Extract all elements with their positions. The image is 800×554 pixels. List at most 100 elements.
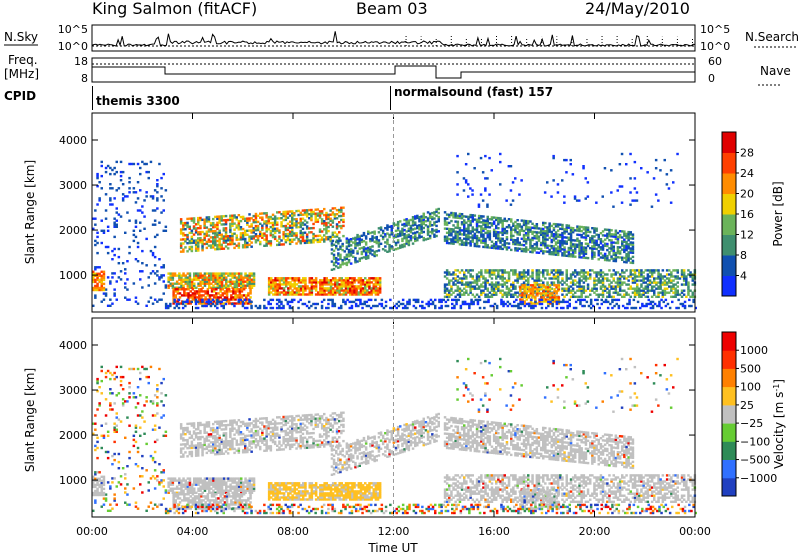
power-cell xyxy=(208,276,211,279)
power-cell xyxy=(663,158,666,162)
power-cell xyxy=(492,293,496,296)
power-cell xyxy=(631,281,635,284)
power-cell xyxy=(505,225,509,229)
power-cell xyxy=(484,223,487,226)
power-cell xyxy=(344,283,348,286)
power-cell xyxy=(237,222,241,225)
power-cell xyxy=(535,279,539,282)
power-cell xyxy=(682,283,686,286)
power-cell xyxy=(399,230,402,233)
power-cell xyxy=(335,239,339,242)
power-cell xyxy=(96,284,99,288)
power-cell xyxy=(621,269,624,272)
power-cell xyxy=(177,298,181,302)
power-cell xyxy=(475,240,479,244)
power-cell xyxy=(273,217,277,220)
velocity-cell xyxy=(109,408,112,411)
power-cell xyxy=(252,214,255,218)
power-cell xyxy=(205,218,209,221)
y-tick-label: 2000 xyxy=(59,224,87,237)
power-cell xyxy=(141,262,144,265)
power-cell xyxy=(214,231,217,235)
power-cell xyxy=(229,278,232,281)
power-cell xyxy=(477,218,481,222)
power-cell xyxy=(618,234,622,237)
power-cell xyxy=(501,227,504,230)
power-cell xyxy=(337,240,340,243)
power-cell xyxy=(576,245,579,248)
velocity-cell xyxy=(124,473,127,476)
power-cell xyxy=(329,293,333,296)
power-cell xyxy=(499,183,502,186)
power-cell xyxy=(208,282,211,285)
power-cell xyxy=(220,215,223,218)
power-cell xyxy=(297,285,301,288)
power-cell xyxy=(342,218,345,222)
power-cell xyxy=(203,232,206,236)
power-cell xyxy=(612,247,615,250)
power-cell xyxy=(625,293,628,296)
power-cell xyxy=(443,295,447,298)
power-cell xyxy=(271,223,275,227)
power-cell xyxy=(542,237,545,241)
power-cell xyxy=(497,283,500,286)
power-cell xyxy=(372,291,375,294)
power-cell xyxy=(404,306,407,310)
power-cell xyxy=(320,222,324,225)
power-cell xyxy=(685,281,688,284)
power-cell xyxy=(246,274,249,277)
power-cell xyxy=(361,283,365,286)
power-cell xyxy=(574,255,577,258)
power-cell xyxy=(156,199,159,202)
power-cell xyxy=(460,281,464,284)
power-cell xyxy=(555,286,558,289)
power-cell xyxy=(285,279,288,282)
power-cell xyxy=(199,272,202,275)
power-cell xyxy=(477,277,481,280)
power-cell xyxy=(490,273,494,276)
power-cell xyxy=(456,238,460,242)
power-cell xyxy=(569,291,573,294)
power-cell xyxy=(390,245,393,248)
power-cell xyxy=(171,272,175,275)
power-cell xyxy=(467,223,470,227)
power-cell xyxy=(164,189,168,192)
power-cell xyxy=(478,306,482,310)
power-cell xyxy=(563,289,566,292)
power-cell xyxy=(555,290,558,293)
power-cell xyxy=(559,273,562,276)
power-cell xyxy=(220,282,224,285)
power-cell xyxy=(670,273,673,276)
power-cell xyxy=(356,252,359,255)
power-cell xyxy=(241,238,245,241)
power-cell xyxy=(172,288,175,291)
power-cell xyxy=(422,214,425,217)
power-cell xyxy=(623,232,626,235)
power-cell xyxy=(167,278,170,281)
power-cell xyxy=(295,224,298,227)
power-cell xyxy=(98,278,101,282)
power-cell xyxy=(252,276,256,279)
power-cell xyxy=(267,277,271,280)
power-cell xyxy=(507,246,511,249)
power-cell xyxy=(428,222,432,226)
power-cell xyxy=(467,238,470,241)
power-cell xyxy=(181,302,185,306)
power-cell xyxy=(554,243,558,246)
power-cell xyxy=(243,306,247,310)
power-cell xyxy=(480,273,483,276)
power-cell xyxy=(229,236,232,240)
power-cell xyxy=(497,220,500,224)
power-cell xyxy=(209,222,213,225)
power-cell xyxy=(552,247,556,250)
power-cell xyxy=(550,230,553,234)
power-cell xyxy=(96,172,99,176)
power-cell xyxy=(94,243,97,247)
power-cell xyxy=(463,227,466,230)
power-cell xyxy=(586,242,590,246)
power-cell xyxy=(535,251,539,254)
power-cell xyxy=(362,250,366,253)
power-cell xyxy=(510,220,513,223)
power-cell xyxy=(456,220,460,223)
power-cell xyxy=(240,280,243,283)
